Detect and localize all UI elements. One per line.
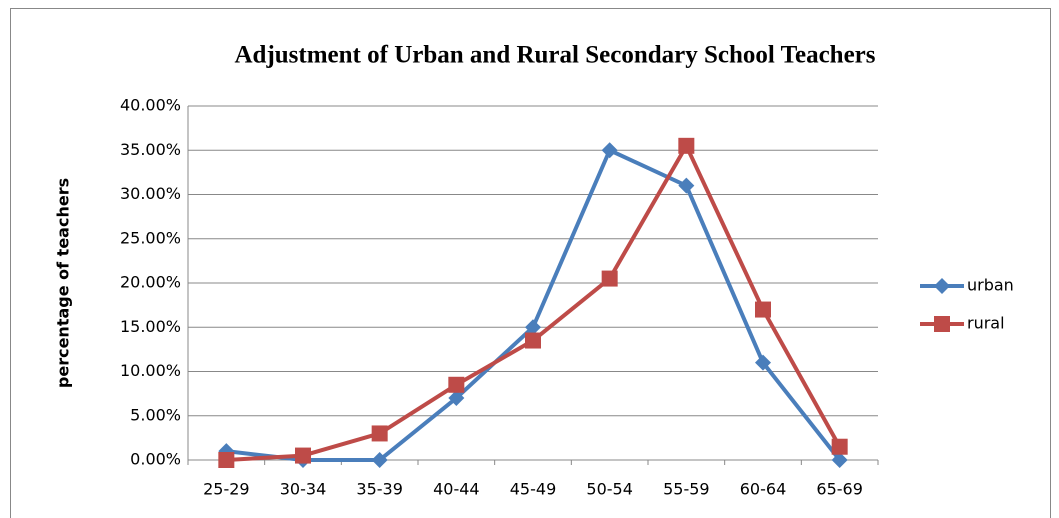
y-tick-label: 20.00% — [120, 273, 181, 292]
data-point — [678, 177, 695, 194]
legend-swatch — [934, 316, 950, 332]
y-axis-label: percentage of teachers — [54, 178, 73, 388]
legend-swatch — [934, 278, 950, 294]
x-tick-label: 45-49 — [510, 480, 557, 499]
y-tick-label: 10.00% — [120, 361, 181, 380]
chart-border — [10, 8, 1051, 518]
y-tick-label: 35.00% — [120, 140, 181, 159]
x-tick-label: 55-59 — [663, 480, 710, 499]
x-tick-label: 50-54 — [586, 480, 633, 499]
data-point — [448, 376, 465, 393]
data-point — [831, 452, 848, 468]
x-tick-label: 35-39 — [356, 480, 403, 499]
y-tick-label: 25.00% — [120, 228, 181, 247]
y-tick-label: 5.00% — [130, 405, 181, 424]
y-tick-label: 30.00% — [120, 184, 181, 203]
data-point — [295, 447, 311, 464]
data-point — [371, 452, 388, 468]
legend-label: rural — [967, 314, 1005, 333]
data-point — [831, 438, 848, 455]
x-tick-label: 30-34 — [280, 480, 327, 499]
x-tick-label: 60-64 — [740, 480, 787, 499]
x-tick-label: 65-69 — [816, 480, 863, 499]
y-tick-label: 40.00% — [120, 96, 181, 115]
data-point — [755, 301, 771, 318]
data-point — [525, 332, 541, 349]
data-point — [218, 452, 235, 468]
data-point — [601, 270, 618, 287]
data-point — [678, 137, 695, 154]
data-point — [601, 142, 618, 159]
y-tick-label: 0.00% — [130, 450, 181, 469]
x-tick-label: 40-44 — [433, 480, 480, 499]
chart-title: Adjustment of Urban and Rural Secondary … — [234, 42, 875, 69]
data-point — [448, 390, 465, 407]
y-tick-label: 15.00% — [120, 317, 181, 336]
legend-label: urban — [967, 276, 1014, 295]
data-point — [371, 425, 388, 442]
data-point — [755, 354, 771, 371]
x-tick-label: 25-29 — [203, 480, 250, 499]
data-point — [525, 319, 541, 336]
